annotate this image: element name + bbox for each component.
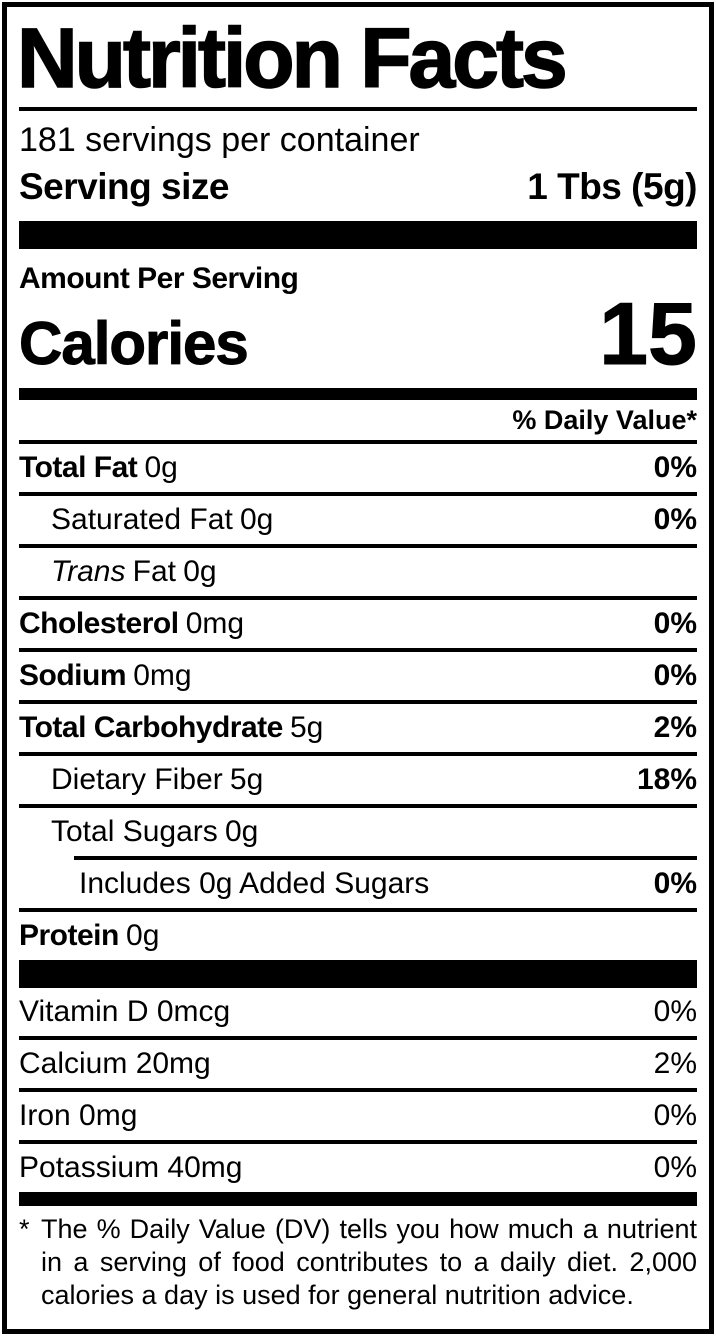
nutrient-dv: 0%	[653, 659, 697, 692]
vitamin-name: Vitamin D 0mcg	[19, 995, 231, 1028]
vitamin-row-potassium: Potassium 40mg 0%	[19, 1144, 697, 1192]
calories-label: Calories	[19, 310, 250, 378]
footnote-text: The % Daily Value (DV) tells you how muc…	[41, 1214, 697, 1310]
label-title: Nutrition Facts	[16, 10, 568, 106]
nutrient-dv: 2%	[653, 711, 697, 744]
vitamin-dv: 2%	[653, 1047, 697, 1080]
divider	[19, 440, 697, 444]
footnote-asterisk: *	[19, 1214, 30, 1244]
thick-divider	[19, 960, 697, 988]
nutrient-name: Cholesterol 0mg	[19, 607, 245, 640]
nutrient-name: Total Sugars 0g	[51, 815, 259, 848]
divider	[19, 752, 697, 756]
nutrient-name: Trans Fat 0g	[51, 555, 217, 588]
vitamin-row-iron: Iron 0mg 0%	[19, 1092, 697, 1140]
nutrient-dv: 0%	[653, 867, 697, 900]
calories-row: Calories 15	[19, 284, 698, 383]
divider	[19, 804, 697, 808]
vitamin-dv: 0%	[653, 1099, 697, 1132]
nutrient-row-total-carbohydrate: Total Carbohydrate 5g 2%	[19, 704, 697, 752]
nutrient-dv: 0%	[653, 503, 697, 536]
nutrient-name: Protein 0g	[19, 919, 160, 952]
nutrient-row-total-fat: Total Fat 0g 0%	[19, 444, 697, 492]
calories-value: 15	[599, 284, 698, 383]
vitamin-row-calcium: Calcium 20mg 2%	[19, 1040, 697, 1088]
divider	[19, 107, 697, 111]
nutrient-row-trans-fat: Trans Fat 0g	[19, 548, 697, 596]
nutrient-row-protein: Protein 0g	[19, 912, 697, 960]
nutrient-row-cholesterol: Cholesterol 0mg 0%	[19, 600, 697, 648]
serving-size-label: Serving size	[19, 166, 229, 207]
nutrient-dv: 0%	[653, 607, 697, 640]
vitamin-row-vitamin-d: Vitamin D 0mcg 0%	[19, 988, 697, 1036]
divider	[19, 700, 697, 704]
footnote-divider	[19, 1192, 697, 1206]
vitamin-dv: 0%	[653, 995, 697, 1028]
serving-size-row: Serving size 1 Tbs (5g)	[19, 163, 697, 211]
divider	[19, 596, 697, 600]
nutrient-name: Saturated Fat 0g	[51, 503, 274, 536]
nutrient-row-total-sugars: Total Sugars 0g	[19, 808, 697, 856]
divider	[19, 1140, 697, 1144]
vitamin-name: Calcium 20mg	[19, 1047, 211, 1080]
nutrient-name: Total Carbohydrate 5g	[19, 711, 324, 744]
amount-per-serving: Amount Per Serving	[19, 262, 299, 295]
nutrient-dv: 0%	[653, 451, 697, 484]
divider	[19, 492, 697, 496]
nutrient-row-added-sugars: Includes 0g Added Sugars 0%	[19, 860, 697, 908]
vitamin-name: Iron 0mg	[19, 1099, 138, 1132]
daily-value-header: % Daily Value*	[512, 405, 697, 435]
serving-size-value: 1 Tbs (5g)	[527, 166, 697, 207]
indented-divider	[74, 856, 697, 860]
divider	[19, 544, 697, 548]
nutrient-name: Sodium 0mg	[19, 659, 192, 692]
nutrient-name: Includes 0g Added Sugars	[79, 867, 430, 900]
nutrient-row-sodium: Sodium 0mg 0%	[19, 652, 697, 700]
nutrient-name: Dietary Fiber 5g	[51, 763, 264, 796]
vitamin-name: Potassium 40mg	[19, 1151, 243, 1184]
medium-divider	[19, 388, 697, 400]
divider	[19, 648, 697, 652]
servings-per-container: 181 servings per container	[19, 121, 420, 159]
divider	[19, 1036, 697, 1040]
footnote: * The % Daily Value (DV) tells you how m…	[19, 1213, 697, 1312]
divider	[19, 908, 697, 912]
nutrient-dv: 18%	[636, 763, 697, 796]
nutrient-row-saturated-fat: Saturated Fat 0g 0%	[19, 496, 697, 544]
nutrient-name: Total Fat 0g	[19, 451, 178, 484]
vitamin-dv: 0%	[653, 1151, 697, 1184]
nutrient-row-dietary-fiber: Dietary Fiber 5g 18%	[19, 756, 697, 804]
thick-divider	[19, 221, 697, 249]
divider	[19, 1088, 697, 1092]
